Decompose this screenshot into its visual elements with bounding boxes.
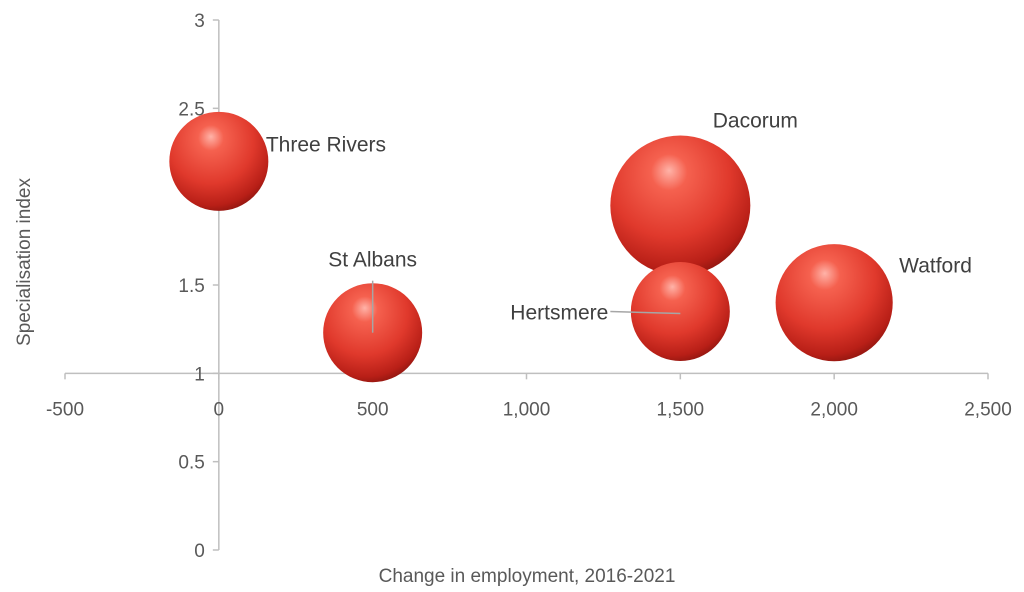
y-axis-title: Specialisation index xyxy=(14,178,35,346)
bubble-label: Hertsmere xyxy=(510,302,608,325)
bubble-hertsmere xyxy=(630,262,730,361)
bubble-label: Dacorum xyxy=(713,110,798,133)
bubble-label: Watford xyxy=(899,255,972,278)
x-tick-label: 500 xyxy=(357,399,389,420)
bubble-labels: Three Rivers St Albans Dacorum Hertsmere Wat… xyxy=(266,110,972,333)
y-tick-label: 1 xyxy=(194,364,205,385)
x-axis-title: Change in employment, 2016-2021 xyxy=(379,566,676,587)
x-tick-label: 1,000 xyxy=(503,399,551,420)
bubble-watford xyxy=(775,244,893,362)
bubble-dacorum xyxy=(610,135,751,276)
x-tick-label: 0 xyxy=(214,399,225,420)
x-tick-label: 2,500 xyxy=(964,399,1012,420)
y-tick-label: 0.5 xyxy=(178,453,204,474)
x-tick-label: 1,500 xyxy=(657,399,705,420)
y-tick-label: 2.5 xyxy=(178,99,204,120)
y-tick-label: 0 xyxy=(194,541,205,562)
bubble-three-rivers xyxy=(169,111,269,211)
y-tick-label: 3 xyxy=(194,11,205,32)
bubble-label: St Albans xyxy=(328,249,417,272)
bubble-label: Three Rivers xyxy=(266,133,386,156)
y-tick-label: 1.5 xyxy=(178,276,204,297)
x-tick-label: 2,000 xyxy=(810,399,858,420)
label-leader-line xyxy=(610,310,681,315)
x-tick-label: -500 xyxy=(46,399,84,420)
